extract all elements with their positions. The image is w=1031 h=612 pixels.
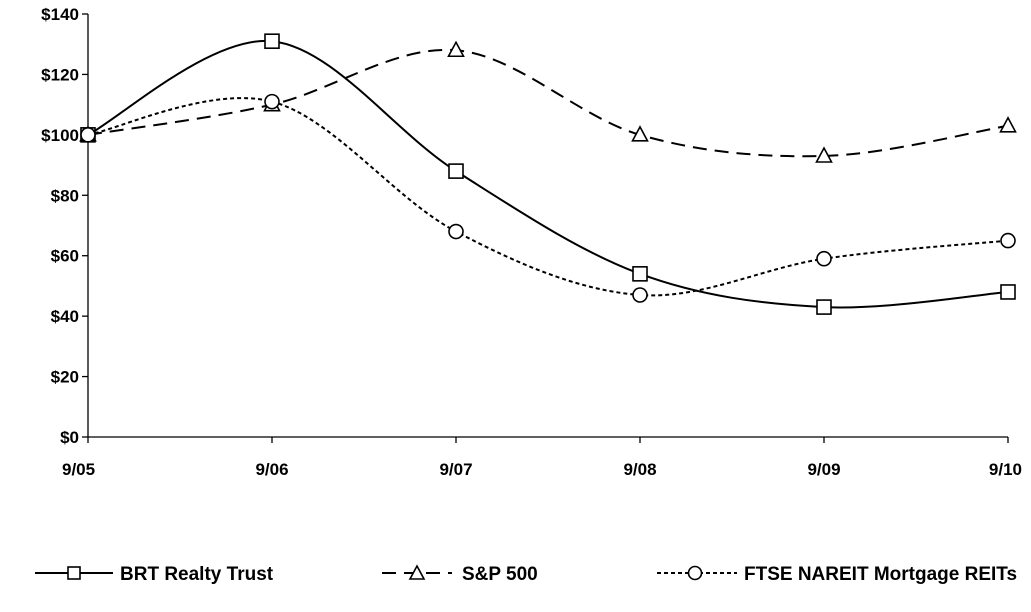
- y-tick-label: $100: [41, 126, 79, 145]
- x-tick-label: 9/07: [439, 460, 472, 479]
- data-point-circle: [1000, 232, 1016, 249]
- x-tick-label: 9/10: [989, 460, 1022, 479]
- data-point-triangle: [631, 125, 649, 142]
- series-line-2: [87, 97, 1009, 297]
- legend-marker-circle: [687, 565, 703, 581]
- legend-marker-square: [67, 566, 81, 580]
- x-tick-label: 9/09: [807, 460, 840, 479]
- series-line-1: [87, 48, 1009, 158]
- y-tick-label: $20: [51, 368, 79, 387]
- legend-label-sp500: S&P 500: [462, 564, 538, 585]
- data-point-square: [1000, 284, 1016, 300]
- data-point-square: [448, 163, 464, 179]
- data-point-circle: [80, 127, 96, 143]
- data-point-square: [264, 33, 280, 49]
- data-point-square: [632, 266, 648, 282]
- x-tick-label: 9/08: [623, 460, 656, 479]
- chart-legend: BRT Realty Trust S&P 500 FTSE NAREIT Mor…: [35, 564, 1017, 585]
- y-tick-label: $60: [51, 247, 79, 266]
- legend-item-sp500: S&P 500: [382, 564, 538, 585]
- series-markers: [79, 33, 1017, 315]
- data-point-circle: [264, 93, 280, 110]
- legend-marker-triangle: [408, 564, 426, 580]
- data-point-circle: [448, 223, 464, 240]
- data-point-circle: [632, 287, 648, 303]
- legend-label-brt: BRT Realty Trust: [120, 564, 274, 585]
- data-point-triangle: [447, 40, 465, 58]
- x-tick-label: 9/06: [255, 460, 288, 479]
- legend-item-brt: BRT Realty Trust: [35, 564, 274, 585]
- legend-item-ftse: FTSE NAREIT Mortgage REITs: [657, 564, 1017, 585]
- chart-axes: $0 $20 $40 $60 $80 $100 $120 $140 9/05 9/06 9/07 9/…: [41, 5, 1022, 479]
- series-lines: [87, 40, 1009, 309]
- y-tick-label: $0: [60, 428, 79, 447]
- data-point-triangle: [815, 146, 833, 163]
- x-tick-label: 9/05: [62, 460, 95, 479]
- y-tick-label: $140: [41, 5, 79, 24]
- y-tick-label: $80: [51, 186, 79, 205]
- data-point-square: [816, 299, 832, 315]
- series-line-0: [87, 40, 1009, 309]
- y-tick-label: $120: [41, 65, 79, 84]
- data-point-circle: [816, 250, 832, 267]
- y-tick-label: $40: [51, 307, 79, 326]
- data-point-triangle: [999, 116, 1017, 133]
- legend-label-ftse: FTSE NAREIT Mortgage REITs: [744, 564, 1017, 585]
